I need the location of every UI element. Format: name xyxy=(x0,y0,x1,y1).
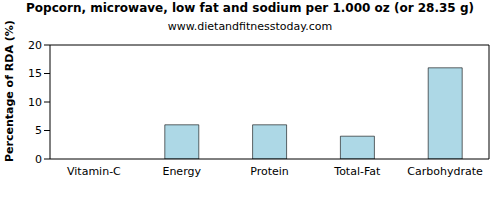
svg-text:10: 10 xyxy=(28,96,42,109)
svg-text:15: 15 xyxy=(28,67,42,80)
svg-text:Vitamin-C: Vitamin-C xyxy=(67,165,121,178)
html-text:Popcorn, microwave, low fat an: Popcorn, microwave, low fat and sodium p… xyxy=(26,1,474,15)
html-text:www.dietandfitnesstoday.com: www.dietandfitnesstoday.com xyxy=(167,20,333,33)
svg-text:Carbohydrate: Carbohydrate xyxy=(407,165,483,178)
svg-text:Energy: Energy xyxy=(162,165,201,178)
svg-text:5: 5 xyxy=(35,124,42,137)
svg-text:Protein: Protein xyxy=(250,165,289,178)
svg-text:20: 20 xyxy=(28,39,42,52)
svg-text:Total-Fat: Total-Fat xyxy=(333,165,381,178)
svg-text:Percentage of RDA (%): Percentage of RDA (%) xyxy=(8,20,16,162)
svg-text:0: 0 xyxy=(35,153,42,166)
